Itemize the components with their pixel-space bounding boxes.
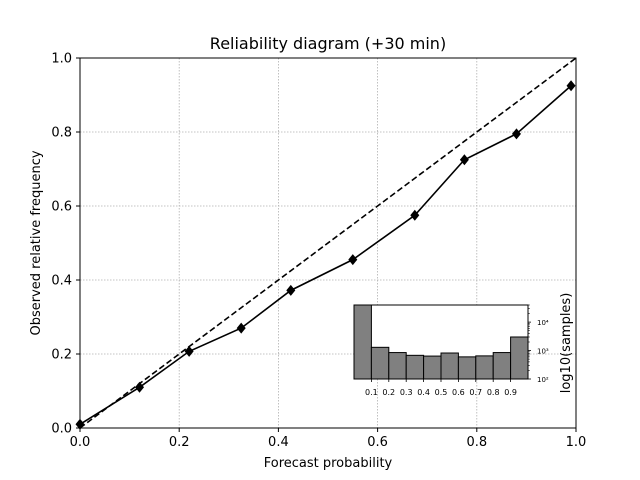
series-markers <box>75 80 576 430</box>
histogram-bar <box>492 352 512 380</box>
perfect-reliability-line <box>79 57 577 429</box>
histogram-bar <box>440 352 459 380</box>
y-tick-label: 0.8 <box>51 126 72 141</box>
data-point-marker <box>566 80 576 92</box>
data-point-marker <box>236 322 246 334</box>
histogram-bar <box>457 356 477 380</box>
x-tick-label: 0.0 <box>70 435 91 450</box>
inset-y-tick-label: 10³ <box>537 348 549 356</box>
data-point-marker <box>286 284 296 296</box>
inset-ticks: 0.1 0.2 0.3 0.4 0.5 0.6 0.7 0.8 0.9 10² 10³ 10⁴ <box>365 304 549 397</box>
y-tick-label: 0.6 <box>51 200 72 215</box>
x-tick-label: 0.2 <box>169 435 190 450</box>
inset-x-tick-label: 0.3 <box>400 388 413 397</box>
y-tick-label: 0.2 <box>51 348 72 363</box>
inset-x-tick-label: 0.9 <box>504 388 517 397</box>
main-plot-frame <box>79 57 577 429</box>
y-tick-label: 1.0 <box>51 52 72 67</box>
main-ticks: 0.0 0.2 0.4 0.6 0.8 1.0 0.0 0.2 0.4 0.6 0.8 1.0 <box>51 52 586 451</box>
histogram-bar <box>510 336 529 380</box>
y-tick-label: 0.0 <box>51 422 72 437</box>
histogram-bar <box>423 355 442 380</box>
histogram-bar <box>475 355 494 380</box>
data-point-marker <box>184 345 194 357</box>
data-point-marker <box>410 209 420 221</box>
y-axis-label: Observed relative frequency <box>29 150 44 335</box>
histogram-bar <box>388 352 407 380</box>
inset-x-tick-label: 0.7 <box>469 388 482 397</box>
inset-y-tick-label: 10² <box>537 376 549 384</box>
series-line <box>79 85 572 425</box>
x-axis-label: Forecast probability <box>264 456 393 471</box>
x-tick-label: 0.4 <box>268 435 289 450</box>
inset-x-tick-label: 0.1 <box>365 388 378 397</box>
data-point-marker <box>348 254 358 266</box>
y-tick-label: 0.4 <box>51 274 72 289</box>
inset-x-tick-label: 0.8 <box>487 388 500 397</box>
histogram-bar <box>353 304 372 380</box>
chart-title: Reliability diagram (+30 min) <box>210 34 446 53</box>
inset-y-axis-label: log10(samples) <box>559 293 574 394</box>
inset-x-tick-label: 0.4 <box>417 388 430 397</box>
inset-y-tick-label: 10⁴ <box>537 319 549 327</box>
inset-histogram: 0.1 0.2 0.3 0.4 0.5 0.6 0.7 0.8 0.9 10² 10³ 10⁴ log… <box>353 293 574 397</box>
data-point-marker <box>511 128 521 140</box>
histogram-bar <box>405 354 425 380</box>
inset-x-tick-label: 0.6 <box>452 388 465 397</box>
x-tick-label: 0.6 <box>367 435 388 450</box>
x-tick-label: 0.8 <box>466 435 487 450</box>
inset-x-tick-label: 0.5 <box>435 388 448 397</box>
histogram-bar <box>370 346 390 380</box>
x-tick-label: 1.0 <box>566 435 587 450</box>
data-point-marker <box>459 154 469 166</box>
data-point-marker <box>135 381 145 393</box>
inset-x-tick-label: 0.2 <box>382 388 395 397</box>
